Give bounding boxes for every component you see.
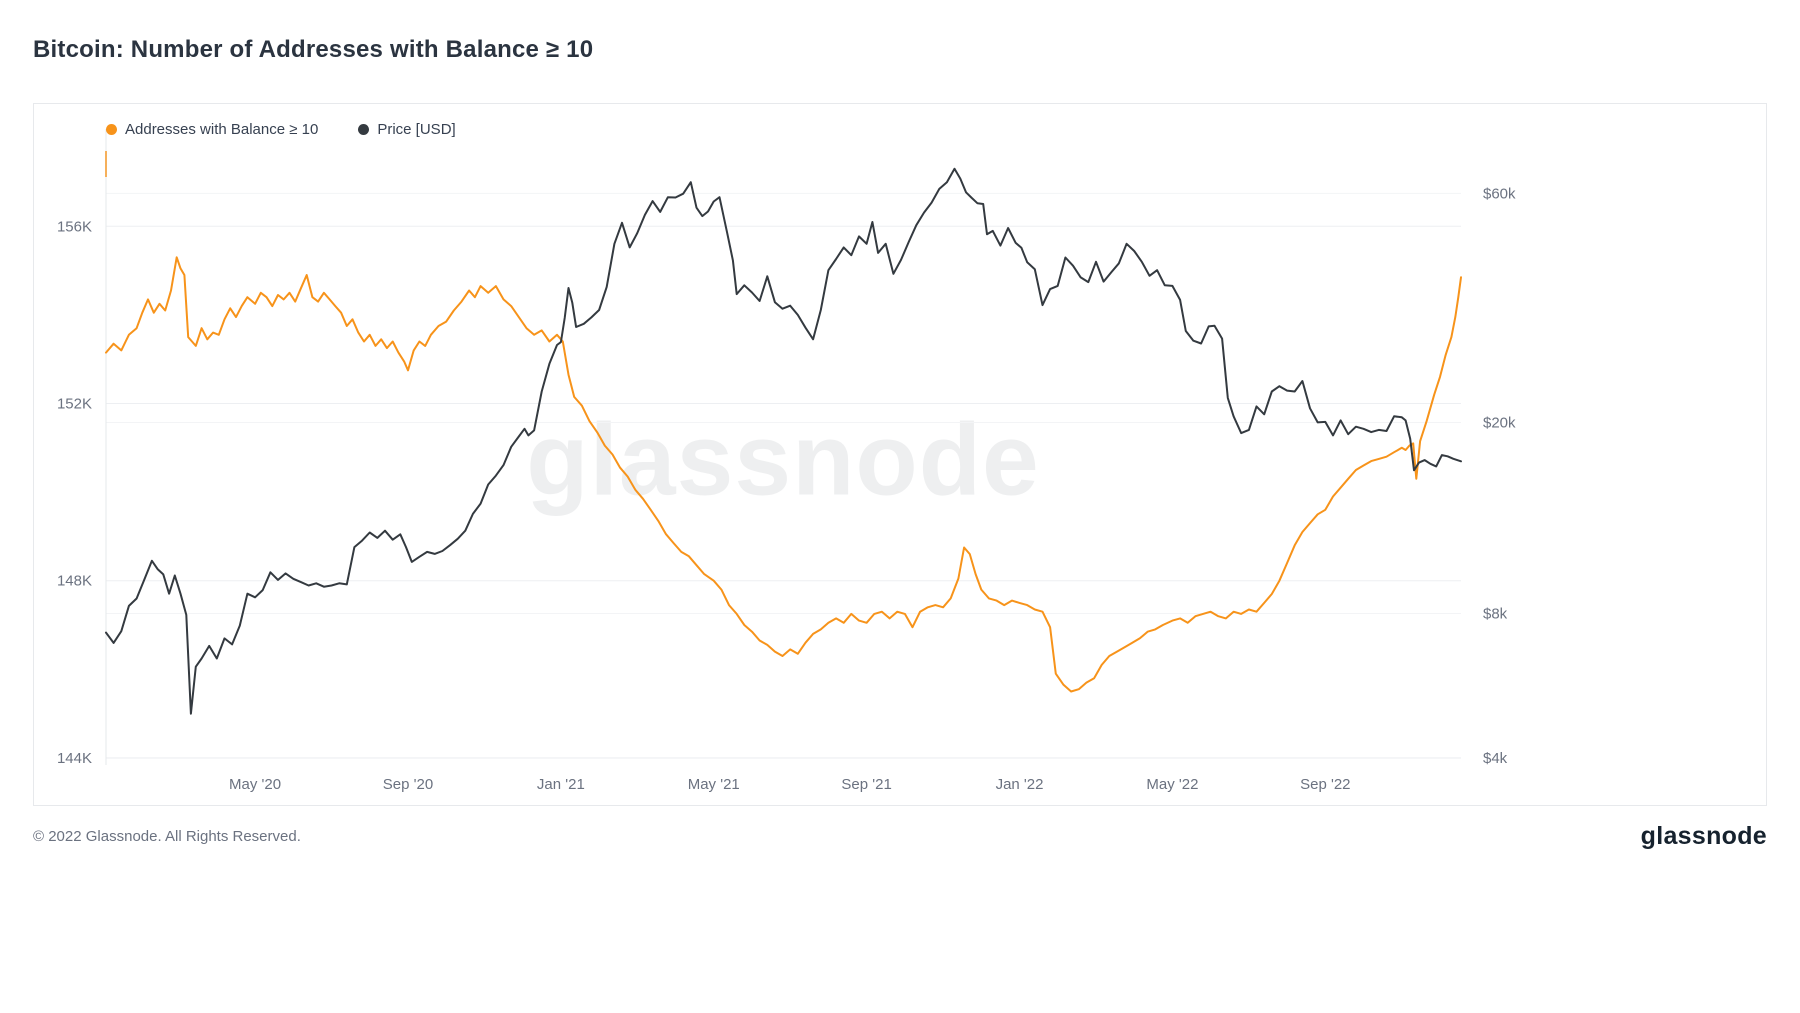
series-line-addresses[interactable] [105, 256, 1462, 693]
legend-dot-price-icon [358, 124, 370, 135]
y-axis-right-tick-label: $4k [1483, 750, 1508, 767]
chart-svg[interactable]: $4k $8k $20k $60k 144K 148K 152K 156K May '20 Sep… [34, 104, 1766, 805]
x-axis-tick-label: Sep '20 [383, 776, 433, 793]
legend-dot-addresses-icon [106, 124, 117, 135]
x-axis-tick-label: May '21 [688, 776, 740, 793]
series-line-price[interactable] [105, 167, 1462, 715]
y-axis-right-tick-label: $20k [1483, 414, 1516, 431]
legend-label-price: Price [USD] [377, 121, 456, 138]
watermark: glassnode [526, 402, 1040, 517]
glassnode-logo: glassnode [1640, 822, 1767, 850]
chart-card: Addresses with Balance ≥ 10 Price [USD] … [33, 103, 1767, 806]
y-axis-right-tick-label: $8k [1483, 606, 1508, 623]
legend-item-addresses[interactable]: Addresses with Balance ≥ 10 [106, 121, 318, 138]
legend-label-addresses: Addresses with Balance ≥ 10 [125, 121, 319, 138]
page: Bitcoin: Number of Addresses with Balanc… [33, 36, 1767, 851]
x-axis-tick-label: May '20 [229, 776, 281, 793]
y-axis-left-tick-label: 152K [57, 396, 92, 413]
footer: © 2022 Glassnode. All Rights Reserved. g… [33, 822, 1767, 851]
x-axis-tick-label: Jan '22 [996, 776, 1044, 793]
legend-item-price[interactable]: Price [USD] [358, 121, 456, 138]
x-axis-tick-label: Jan '21 [537, 776, 585, 793]
x-axis-tick-label: Sep '22 [1300, 776, 1350, 793]
y-axis-left-tick-label: 144K [57, 750, 92, 767]
y-axis-left-tick-label: 156K [57, 218, 92, 235]
copyright-text: © 2022 Glassnode. All Rights Reserved. [33, 828, 301, 845]
y-axis-left-tick-label: 148K [57, 573, 92, 590]
chart-legend: Addresses with Balance ≥ 10 Price [USD] [106, 121, 456, 138]
y-axis-right-tick-label: $60k [1483, 185, 1516, 202]
x-axis-tick-label: May '22 [1146, 776, 1198, 793]
page-title: Bitcoin: Number of Addresses with Balanc… [33, 36, 594, 63]
x-axis-tick-label: Sep '21 [841, 776, 891, 793]
chart-area[interactable]: glassnode $4k $8k $20k $60k 144K 148K 152K 156K… [34, 104, 1766, 805]
